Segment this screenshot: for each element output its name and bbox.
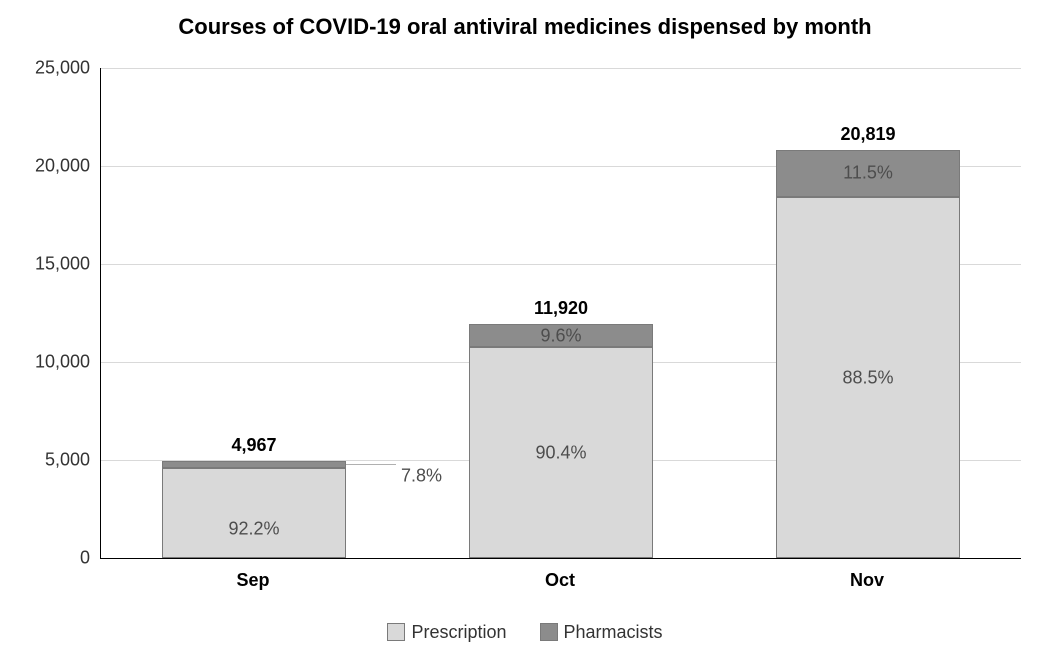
bar-sep-pharmacists xyxy=(162,461,346,469)
xtick-label-oct: Oct xyxy=(545,570,575,591)
ytick-label: 25,000 xyxy=(10,58,90,79)
plot-area: 4,967 92.2% 7.8% 11,920 90.4% 9.6% 20,81… xyxy=(100,68,1021,559)
bar-oct-prescription-pct: 90.4% xyxy=(535,442,586,463)
bar-sep-prescription-pct: 92.2% xyxy=(228,518,279,539)
chart-title: Courses of COVID-19 oral antiviral medic… xyxy=(0,14,1050,40)
bar-sep-pharmacists-pct: 7.8% xyxy=(401,466,442,487)
bar-sep-pharmacists-leader xyxy=(346,464,396,465)
legend-swatch-pharmacists xyxy=(540,623,558,641)
chart-container: Courses of COVID-19 oral antiviral medic… xyxy=(0,0,1050,656)
bar-sep-total-label: 4,967 xyxy=(231,435,276,456)
ytick-label: 5,000 xyxy=(10,450,90,471)
bar-sep-prescription xyxy=(162,468,346,558)
legend-label-pharmacists: Pharmacists xyxy=(564,622,663,643)
xtick-label-sep: Sep xyxy=(236,570,269,591)
bar-oct-total-label: 11,920 xyxy=(534,298,588,319)
bar-sep: 4,967 92.2% xyxy=(162,461,346,558)
ytick-label: 20,000 xyxy=(10,156,90,177)
bar-nov-pharmacists-pct: 11.5% xyxy=(843,163,893,184)
bar-nov-prescription-pct: 88.5% xyxy=(842,368,893,389)
legend-label-prescription: Prescription xyxy=(411,622,506,643)
bar-nov-total-label: 20,819 xyxy=(840,124,895,145)
legend-swatch-prescription xyxy=(387,623,405,641)
bar-oct-pharmacists-pct: 9.6% xyxy=(540,325,581,346)
legend: Prescription Pharmacists xyxy=(0,622,1050,647)
ytick-label: 10,000 xyxy=(10,352,90,373)
ytick-label: 0 xyxy=(10,548,90,569)
bar-nov: 20,819 88.5% 11.5% xyxy=(776,150,960,558)
bar-oct: 11,920 90.4% 9.6% xyxy=(469,324,653,558)
gridline xyxy=(101,68,1021,69)
legend-item-prescription: Prescription xyxy=(387,622,506,643)
xtick-label-nov: Nov xyxy=(850,570,884,591)
legend-item-pharmacists: Pharmacists xyxy=(540,622,663,643)
ytick-label: 15,000 xyxy=(10,254,90,275)
